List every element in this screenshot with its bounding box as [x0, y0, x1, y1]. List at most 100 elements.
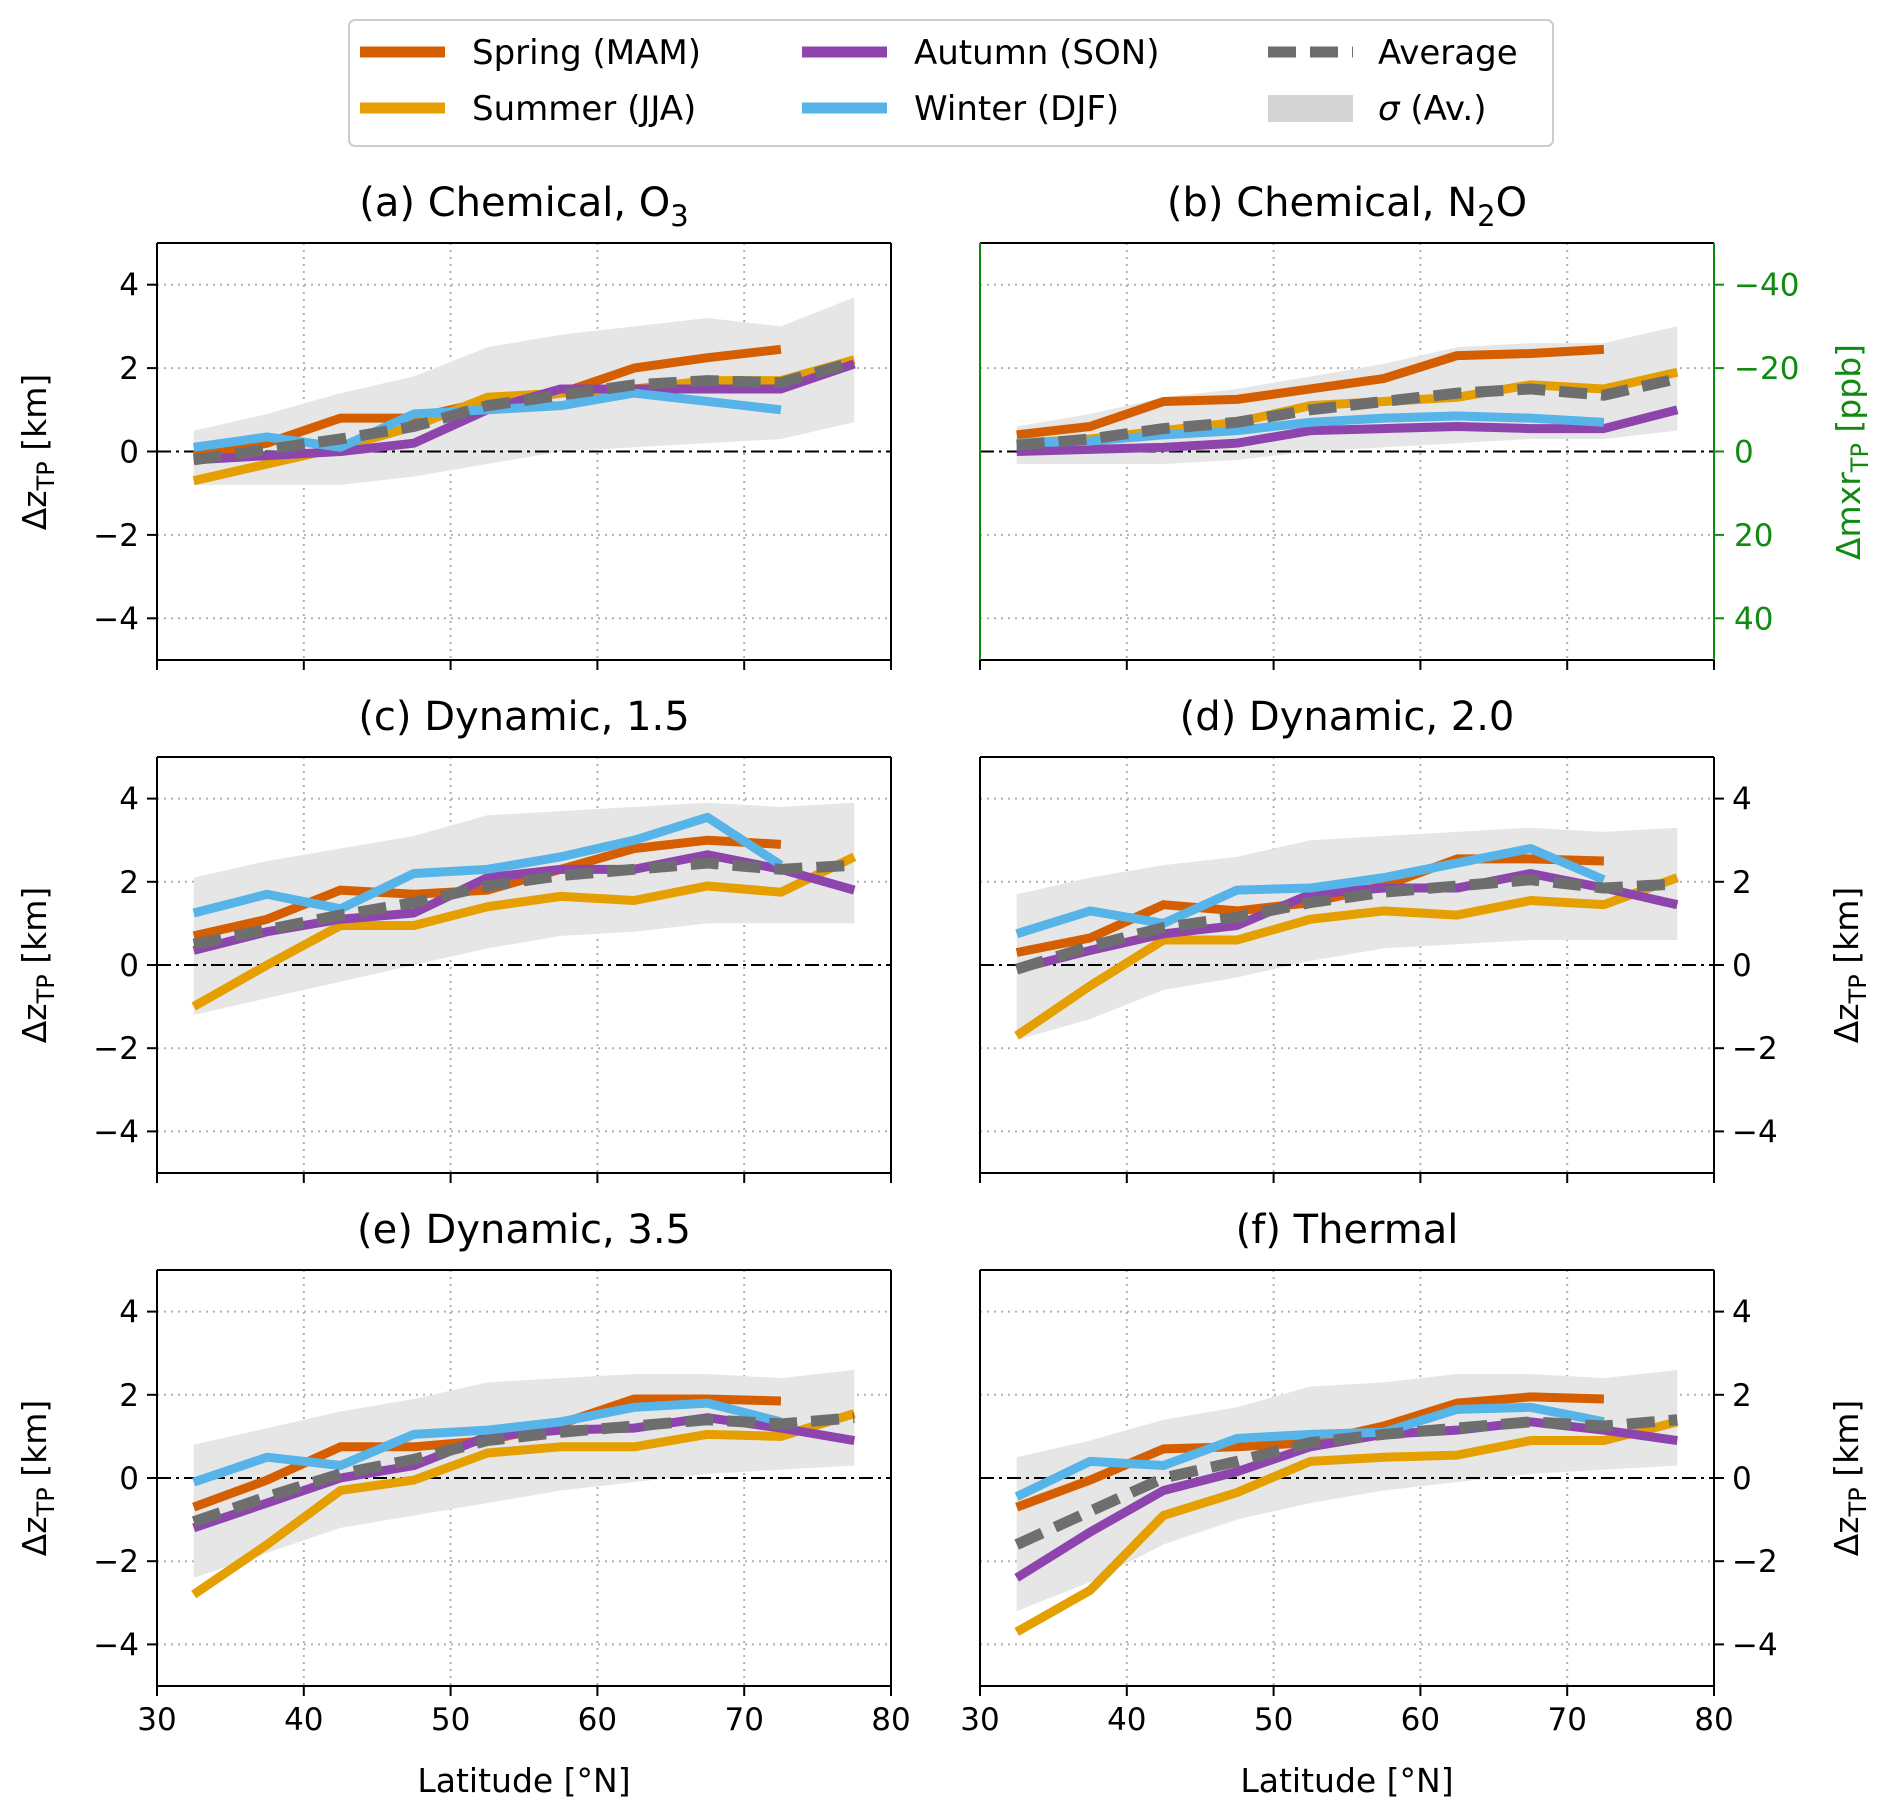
panel-b-twin-label-unit: [ppb] — [1829, 344, 1868, 443]
panel-d-series-summer — [1014, 873, 1679, 1040]
panel-d-y-label-sub: TP — [1844, 974, 1872, 1004]
legend-sigma-swatch — [1268, 95, 1353, 122]
panel-f-x-tick-label: 30 — [960, 1702, 999, 1738]
panel-a-y-axis-label: ΔzTP [km] — [15, 374, 60, 531]
panel-d-series-winter — [1015, 844, 1606, 939]
panel-c-y-tick-label: −4 — [93, 1114, 139, 1150]
panel-c-series-average — [192, 857, 855, 950]
legend-average-label: Average — [1378, 33, 1518, 73]
panel-e-x-tick-label: 60 — [578, 1702, 617, 1738]
panel-f-y-tick-label-right: 0 — [1732, 1461, 1752, 1497]
panel-a-title-text: (a) Chemical, O — [359, 180, 670, 226]
panel-f-x-axis-label: Latitude [°N] — [1240, 1761, 1453, 1800]
panel-a-y-label-sub: TP — [32, 461, 60, 491]
panel-b-title-text: (b) Chemical, N — [1167, 180, 1477, 226]
panel-e-x-axis-label: Latitude [°N] — [417, 1761, 630, 1800]
panel-e-series-average — [191, 1412, 855, 1527]
legend-winter-label: Winter (DJF) — [914, 89, 1119, 129]
panel-b-twin-tick-label: 20 — [1734, 518, 1773, 554]
panel-c-y-label-main: Δz — [15, 1003, 54, 1043]
panel-e-x-tick-label: 70 — [724, 1702, 763, 1738]
panel-a-series-average — [192, 356, 856, 466]
panel-c-y-label-sub: TP — [32, 974, 60, 1004]
panel-a-y-tick-label: 4 — [119, 268, 139, 304]
panel-c-title: (c) Dynamic, 1.5 — [358, 694, 689, 740]
panel-a-y-tick-label: −4 — [93, 601, 139, 637]
panel-e-y-tick-label: −4 — [93, 1627, 139, 1663]
panel-a-y-label-main: Δz — [15, 490, 54, 530]
panel-c-y-tick-label: 0 — [119, 948, 139, 984]
panel-e-y-label-sub: TP — [32, 1487, 60, 1517]
panel-b-title-subscript: 2 — [1477, 199, 1495, 233]
panel-d: (d) Dynamic, 2.0 ΔzTP [km] −4 −2 0 2 4 — [979, 694, 1872, 1183]
panel-b-twin-label-main: Δmxr — [1829, 472, 1868, 560]
panel-c: (c) Dynamic, 1.5 ΔzTP [km] −4 −2 0 2 4 — [15, 694, 892, 1183]
panel-a-title-subscript: 3 — [670, 199, 688, 233]
panel-f-y-label-unit: [km] — [1827, 1400, 1866, 1488]
panel-d-plot-area — [980, 757, 1714, 1173]
panel-e-y-tick-label: 2 — [119, 1378, 139, 1414]
panel-f-series-summer — [1014, 1417, 1679, 1636]
panel-f-y-tick-label-right: −4 — [1732, 1627, 1778, 1663]
panel-f-series-average — [1014, 1414, 1678, 1550]
panel-b-twin-tick-label: −20 — [1734, 351, 1799, 387]
panel-b-twin-label-sub: TP — [1846, 443, 1874, 473]
panel-b-title-tail: O — [1496, 180, 1527, 226]
panel-e-series-winter — [192, 1398, 783, 1487]
panel-a-y-tick-label: 0 — [119, 435, 139, 471]
panel-f-sigma-band — [1016, 1369, 1678, 1612]
panel-c-plot-area — [157, 757, 891, 1173]
panel-f-x-tick-label: 50 — [1254, 1702, 1293, 1738]
panel-b: (b) Chemical, N2O ΔmxrTP [ppb] −40 −20 0 20… — [979, 180, 1874, 670]
panel-a: (a) Chemical, O3 ΔzTP [km] −4 −2 0 2 4 — [15, 180, 892, 670]
panel-e-y-tick-label: −2 — [93, 1544, 139, 1580]
panel-e-plot-area — [157, 1270, 891, 1686]
panel-e-y-label-main: Δz — [15, 1516, 54, 1556]
panel-e-y-axis-label: ΔzTP [km] — [15, 1400, 60, 1557]
panel-d-y-tick-label-right: 0 — [1732, 948, 1752, 984]
panel-f-x-tick-label: 70 — [1547, 1702, 1586, 1738]
legend-sigma-rest: (Av.) — [1400, 89, 1487, 129]
panel-d-y-tick-label-right: −2 — [1732, 1031, 1778, 1067]
panel-c-y-tick-label: −2 — [93, 1031, 139, 1067]
legend-summer-label: Summer (JJA) — [472, 89, 696, 129]
panel-f-series-winter — [1014, 1402, 1605, 1501]
panel-c-y-axis-label: ΔzTP [km] — [15, 887, 60, 1044]
panel-d-title: (d) Dynamic, 2.0 — [1180, 694, 1515, 740]
legend: Spring (MAM) Summer (JJA) Autumn (SON) W… — [348, 19, 1554, 147]
panel-b-series-autumn — [1016, 405, 1679, 456]
legend-spring-label: Spring (MAM) — [472, 33, 701, 73]
panel-e-series-summer — [191, 1409, 856, 1599]
panel-b-series-average — [1016, 373, 1679, 451]
panel-f-x-tick-label: 60 — [1401, 1702, 1440, 1738]
panel-a-title: (a) Chemical, O3 — [359, 180, 688, 233]
panel-a-plot-area — [157, 243, 891, 660]
panel-d-series-average — [1015, 874, 1678, 975]
panel-c-y-tick-label: 2 — [119, 865, 139, 901]
panel-e-x-tick-label: 40 — [284, 1702, 323, 1738]
panel-f-y-label-sub: TP — [1844, 1487, 1872, 1517]
legend-sigma-label: σ (Av.) — [1378, 89, 1486, 129]
panel-a-y-tick-label: 2 — [119, 351, 139, 387]
panel-f: (f) Thermal ΔzTP [km] Latitude [°N] 30 40… — [960, 1207, 1872, 1800]
panel-b-twin-tick-label: −40 — [1734, 268, 1799, 304]
panel-e: (e) Dynamic, 3.5 ΔzTP [km] Latitude [°N]… — [15, 1207, 911, 1800]
panel-c-y-tick-label: 4 — [119, 782, 139, 818]
panel-e-y-label-unit: [km] — [15, 1400, 54, 1488]
panel-d-y-label-main: Δz — [1827, 1003, 1866, 1043]
panel-e-title: (e) Dynamic, 3.5 — [357, 1207, 691, 1253]
panel-b-twin-tick-label: 0 — [1734, 435, 1754, 471]
legend-sigma-symbol: σ — [1378, 89, 1401, 129]
panel-d-y-tick-label-right: −4 — [1732, 1114, 1778, 1150]
panel-b-twin-tick-label: 40 — [1734, 601, 1773, 637]
panel-b-plot-area — [980, 243, 1714, 660]
panel-f-y-label-main: Δz — [1827, 1516, 1866, 1556]
panel-e-x-tick-label: 80 — [871, 1702, 910, 1738]
panel-e-y-tick-label: 4 — [119, 1295, 139, 1331]
panel-e-y-tick-label: 0 — [119, 1461, 139, 1497]
panel-e-x-tick-label: 50 — [431, 1702, 470, 1738]
panel-f-y-tick-label-right: 4 — [1732, 1295, 1752, 1331]
panel-e-x-tick-label: 30 — [137, 1702, 176, 1738]
panel-c-series-winter — [192, 812, 784, 918]
